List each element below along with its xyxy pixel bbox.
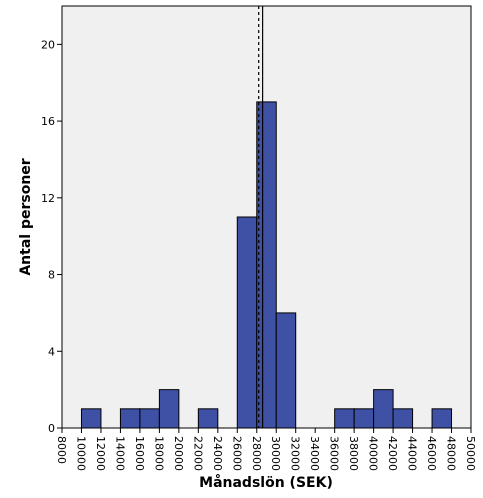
histogram-bar-2	[139, 408, 160, 429]
y-axis-title: Antal personer	[18, 158, 34, 275]
histogram-bar-8	[334, 408, 355, 429]
y-tick-label: 16	[41, 115, 55, 128]
y-axis: 0 4 8 12 16 20	[41, 38, 62, 435]
histogram-bar-6	[256, 101, 277, 429]
x-tick-label: 42000	[386, 436, 399, 471]
x-tick-label: 18000	[152, 436, 165, 471]
histogram-bar-11	[392, 408, 414, 429]
histogram-bar-3	[158, 389, 180, 429]
x-tick-label: 16000	[133, 436, 146, 471]
x-tick-label: 44000	[406, 436, 419, 471]
x-tick-label: 14000	[113, 436, 126, 471]
histogram-bar-5	[236, 216, 258, 429]
histogram-bar-7	[275, 312, 297, 429]
y-tick-label: 0	[48, 422, 55, 435]
y-tick-label: 4	[48, 345, 55, 358]
histogram-bar-12	[431, 408, 453, 429]
x-tick-label: 46000	[425, 436, 438, 471]
x-tick-label: 8000	[55, 436, 68, 464]
x-tick-label: 34000	[308, 436, 321, 471]
x-tick-label: 36000	[328, 436, 341, 471]
x-tick-label: 10000	[74, 436, 87, 471]
x-tick-label: 50000	[464, 436, 477, 471]
histogram-bar-4	[197, 408, 219, 429]
y-tick-label: 20	[41, 38, 55, 51]
histogram-bar-9	[353, 408, 375, 429]
x-tick-label: 38000	[347, 436, 360, 471]
x-axis-title: Månadslön (SEK)	[199, 474, 333, 491]
histogram-bar-1	[119, 408, 141, 429]
y-tick-label: 12	[41, 192, 55, 205]
reference-lines-group	[258, 6, 264, 428]
x-tick-label: 48000	[445, 436, 458, 471]
x-tick-label: 20000	[172, 436, 185, 471]
x-tick-label: 40000	[367, 436, 380, 471]
y-tick-label: 8	[48, 269, 55, 282]
x-tick-label: 32000	[289, 436, 302, 471]
histogram-bar-10	[373, 389, 394, 429]
x-tick-label: 12000	[94, 436, 107, 471]
bars-group	[80, 101, 453, 429]
histogram-bar-0	[80, 408, 102, 429]
x-axis: 8000 10000 12000 14000 16000 18000 20000 22000 2…	[55, 428, 477, 471]
x-tick-label: 28000	[250, 436, 263, 471]
x-tick-label: 30000	[269, 436, 282, 471]
x-tick-label: 24000	[211, 436, 224, 471]
x-tick-label: 26000	[230, 436, 243, 471]
x-tick-label: 22000	[191, 436, 204, 471]
